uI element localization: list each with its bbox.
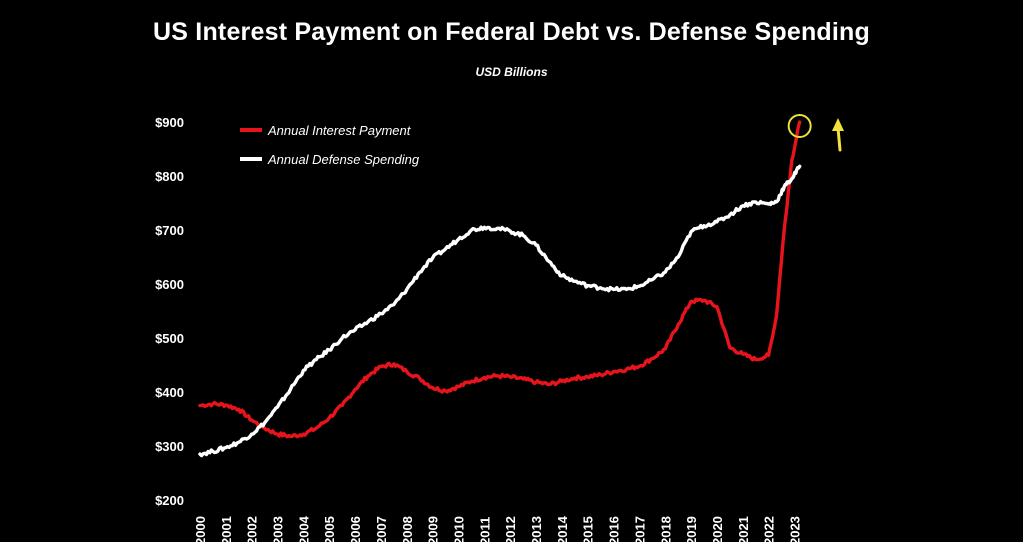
y-tick-label: $900 bbox=[155, 115, 184, 130]
x-axis: 2000 2001 2002 2003 2004 2005 2006 2007 2008 2009… bbox=[193, 515, 802, 542]
x-tick-label: 2013 bbox=[529, 516, 544, 542]
x-tick-label: 2010 bbox=[451, 516, 466, 542]
series-line bbox=[198, 120, 802, 439]
y-tick-label: $600 bbox=[155, 277, 184, 292]
x-tick-label: 2019 bbox=[684, 516, 699, 542]
y-axis: $200 $300 $400 $500 $600 $700 $800 $900 bbox=[155, 115, 184, 508]
x-tick-label: 2001 bbox=[219, 516, 234, 542]
up-arrow-icon bbox=[832, 118, 844, 152]
x-tick-label: 2017 bbox=[632, 516, 647, 542]
x-tick-label: 2009 bbox=[426, 516, 441, 542]
y-tick-label: $500 bbox=[155, 331, 184, 346]
x-tick-label: 2003 bbox=[271, 516, 286, 542]
x-tick-label: 2016 bbox=[607, 516, 622, 542]
chart-subtitle: USD Billions bbox=[475, 65, 548, 79]
x-tick-label: 2012 bbox=[503, 516, 518, 542]
x-tick-label: 2008 bbox=[400, 516, 415, 542]
x-tick-label: 2011 bbox=[477, 517, 492, 542]
x-tick-label: 2002 bbox=[245, 516, 260, 542]
annotation-layer bbox=[787, 114, 844, 152]
y-tick-label: $200 bbox=[155, 493, 184, 508]
x-tick-label: 2022 bbox=[762, 516, 777, 542]
y-tick-label: $300 bbox=[155, 439, 184, 454]
y-tick-label: $700 bbox=[155, 223, 184, 238]
series-layer bbox=[198, 120, 802, 458]
x-tick-label: 2015 bbox=[581, 516, 596, 542]
x-tick-label: 2020 bbox=[710, 516, 725, 542]
x-tick-label: 2000 bbox=[193, 516, 208, 542]
x-tick-label: 2014 bbox=[555, 515, 570, 542]
y-tick-label: $800 bbox=[155, 169, 184, 184]
chart-title: US Interest Payment on Federal Debt vs. … bbox=[153, 18, 870, 46]
chart-legend: Annual Interest Payment Annual Defense Sp… bbox=[240, 123, 420, 167]
highlight-circle bbox=[787, 114, 812, 138]
x-tick-label: 2006 bbox=[348, 516, 363, 542]
x-tick-label: 2023 bbox=[787, 516, 802, 542]
x-tick-label: 2007 bbox=[374, 516, 389, 542]
x-tick-label: 2021 bbox=[736, 516, 751, 542]
x-tick-label: 2005 bbox=[322, 516, 337, 542]
series-line bbox=[198, 164, 802, 458]
x-tick-label: 2018 bbox=[658, 516, 673, 542]
legend-label: Annual Defense Spending bbox=[267, 152, 420, 167]
x-tick-label: 2004 bbox=[296, 515, 311, 542]
y-tick-label: $400 bbox=[155, 385, 184, 400]
legend-label: Annual Interest Payment bbox=[267, 123, 412, 138]
